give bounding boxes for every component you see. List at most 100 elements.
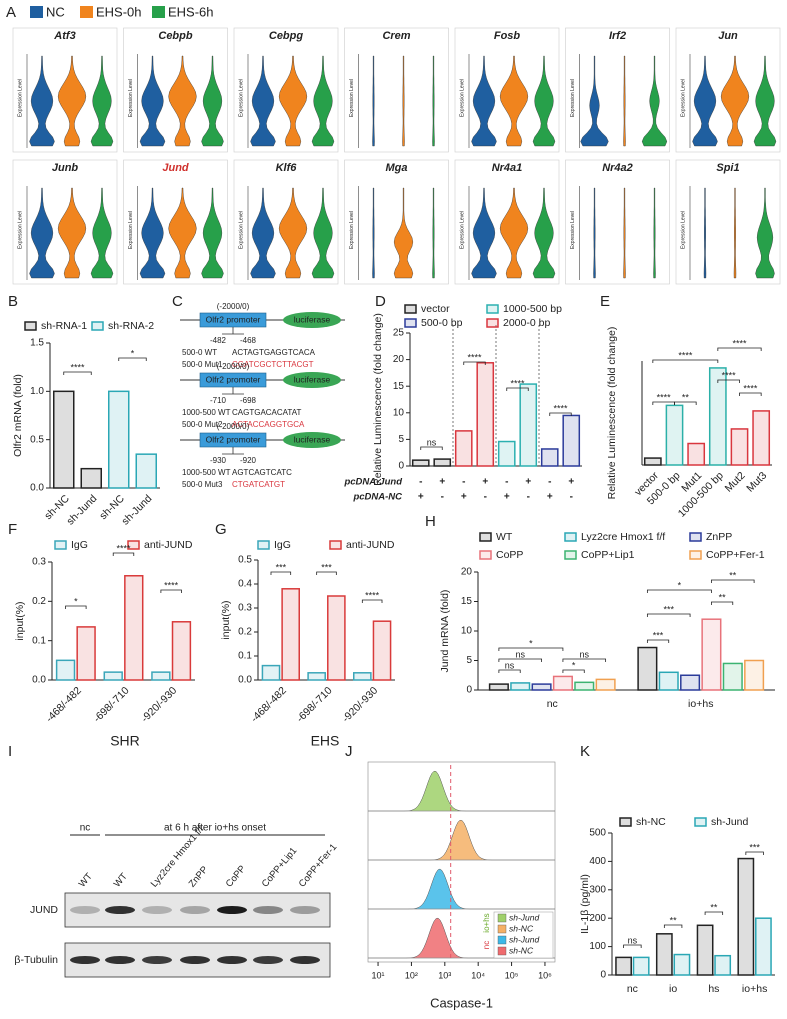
bar: [540, 448, 559, 467]
site-label: -468: [240, 336, 257, 345]
x-tick-label: sh-Jund: [64, 492, 99, 527]
table-cell: -: [462, 477, 465, 488]
legend-swatch: [152, 6, 165, 18]
reporter-label: luciferase: [294, 314, 331, 324]
legend-swatch: [694, 817, 707, 827]
significance-bracket: [498, 647, 564, 651]
legend-label: CoPP+Lip1: [581, 549, 635, 561]
range-label: (-2000/0): [217, 362, 250, 371]
bar: [673, 953, 691, 976]
y-tick-label: 15: [393, 381, 405, 392]
significance-bracket: [420, 446, 443, 450]
gene-name: Klf6: [276, 162, 298, 174]
x-tick-label: sh-Jund: [119, 492, 154, 527]
legend-label: EHS-6h: [168, 4, 214, 19]
significance-label: *: [678, 580, 682, 590]
subplot-frame: [233, 27, 339, 153]
violin: [623, 55, 626, 147]
violin: [692, 55, 718, 147]
bar: [55, 659, 76, 681]
significance-bracket: [646, 639, 670, 643]
bar: [327, 595, 346, 681]
bar: [510, 682, 531, 691]
significance-label: **: [710, 902, 718, 912]
mut-label: 500-0 Mut2: [182, 420, 223, 429]
subplot-frame: [454, 159, 560, 285]
band: [70, 906, 100, 914]
legend-swatch: [486, 304, 499, 314]
table-row-label: pcDNA-NC: [352, 492, 402, 503]
legend-label: ZnPP: [706, 531, 732, 543]
x-axis-label: EHS: [311, 733, 340, 749]
mut-sequence: CGATCGCTCTTACGT: [232, 360, 314, 369]
legend-label: sh-RNA-1: [41, 320, 87, 332]
band: [290, 956, 320, 964]
band: [253, 956, 283, 964]
gene-name: Cebpb: [158, 30, 193, 42]
y-tick-label: 0.5: [30, 434, 44, 445]
bar: [655, 933, 673, 976]
bar: [488, 683, 509, 691]
subplot-frame: [123, 27, 228, 153]
x-axis-label: Caspase-1: [430, 995, 493, 1010]
luciferase: [283, 432, 341, 448]
bar: [562, 414, 581, 467]
significance-label: **: [729, 570, 737, 580]
subplot-frame: [454, 27, 560, 153]
y-axis-label: Expression Level: [570, 211, 576, 249]
legend-label: IgG: [274, 539, 291, 551]
panel-letter: D: [375, 293, 386, 310]
bar: [531, 683, 552, 691]
gene-name: Fosb: [494, 30, 521, 42]
bar: [658, 671, 679, 691]
gene-name: Crem: [382, 30, 410, 42]
violin: [641, 55, 668, 147]
table-cell: +: [568, 477, 574, 488]
x-tick-label: -698/-710: [91, 684, 131, 724]
y-tick-label: 5: [466, 655, 472, 666]
legend-swatch: [486, 318, 499, 328]
significance-label: ***: [663, 604, 674, 614]
bar: [615, 956, 632, 976]
x-tick-label: -468/-482: [249, 684, 289, 724]
y-tick-label: 0.3: [238, 603, 252, 614]
significance-bracket: [316, 571, 337, 575]
bar: [411, 459, 430, 467]
violin: [250, 55, 276, 147]
bar: [687, 442, 706, 466]
legend-label: anti-JUND: [144, 539, 193, 551]
y-axis-label: Expression Level: [17, 211, 23, 249]
x-tick-label: Mut2: [723, 469, 748, 494]
bar: [519, 383, 538, 467]
bar: [171, 621, 192, 681]
y-tick-label: 500: [589, 828, 606, 839]
legend-label: sh-NC: [509, 945, 534, 955]
bar: [755, 917, 772, 976]
y-tick-label: 0: [600, 970, 606, 981]
mut-label: 500-0 Mut1: [182, 360, 223, 369]
promoter-label: Olfr2 promoter: [206, 314, 261, 324]
site-marker: [222, 387, 244, 395]
significance-label: ns: [580, 649, 590, 659]
subplot-frame: [675, 159, 781, 285]
x-tick-label: -468/-482: [44, 684, 84, 724]
y-axis-label: Expression Level: [128, 211, 134, 249]
legend-swatch: [54, 540, 67, 550]
bar: [714, 954, 732, 976]
violin: [532, 187, 556, 279]
significance-label: **: [719, 592, 727, 602]
y-tick-label: 1.0: [30, 386, 44, 397]
lane-label: CoPP+Lip1: [260, 845, 299, 889]
significance-bracket: [562, 669, 585, 673]
reporter-label: luciferase: [294, 434, 331, 444]
violin: [432, 55, 435, 147]
table-cell: +: [418, 492, 424, 503]
bar: [595, 678, 616, 691]
bar: [730, 428, 749, 466]
panel-letter: I: [8, 743, 12, 760]
y-tick-label: 25: [393, 328, 405, 339]
bar: [53, 390, 75, 489]
significance-label: ****: [553, 403, 568, 413]
mut-sequence: ACTACCAGGTGCA: [232, 420, 305, 429]
